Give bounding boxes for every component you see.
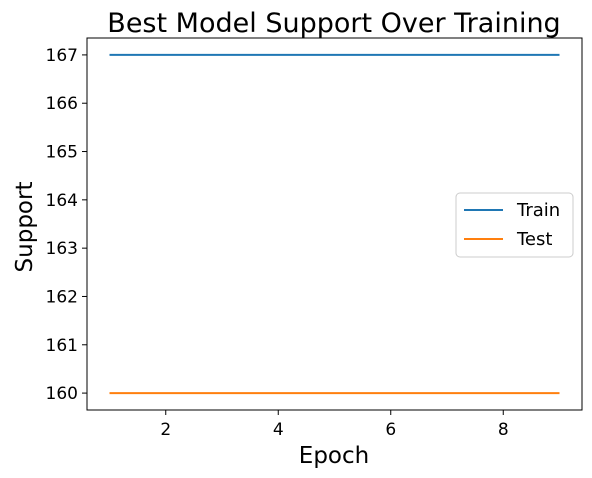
- y-tick-label: 164: [46, 191, 78, 211]
- x-tick-label: 2: [160, 420, 171, 440]
- y-tick-label: 165: [46, 143, 78, 163]
- y-axis-label: Support: [12, 182, 38, 273]
- x-tick-label: 8: [498, 420, 509, 440]
- x-axis-label: Epoch: [299, 443, 369, 469]
- y-tick-label: 166: [46, 94, 78, 114]
- y-tick-label: 167: [46, 46, 78, 66]
- x-axis: 2 4 6 8: [160, 410, 508, 440]
- x-tick-label: 4: [273, 420, 284, 440]
- y-tick-label: 161: [46, 336, 78, 356]
- legend: Train Test: [456, 193, 573, 257]
- x-tick-label: 6: [385, 420, 396, 440]
- y-tick-label: 162: [46, 287, 78, 307]
- legend-label-train: Train: [516, 200, 560, 221]
- y-axis: 160 161 162 163 164 165 166 167: [46, 46, 87, 404]
- legend-label-test: Test: [516, 229, 552, 250]
- chart-title: Best Model Support Over Training: [107, 8, 560, 39]
- y-tick-label: 163: [46, 239, 78, 259]
- y-tick-label: 160: [46, 384, 78, 404]
